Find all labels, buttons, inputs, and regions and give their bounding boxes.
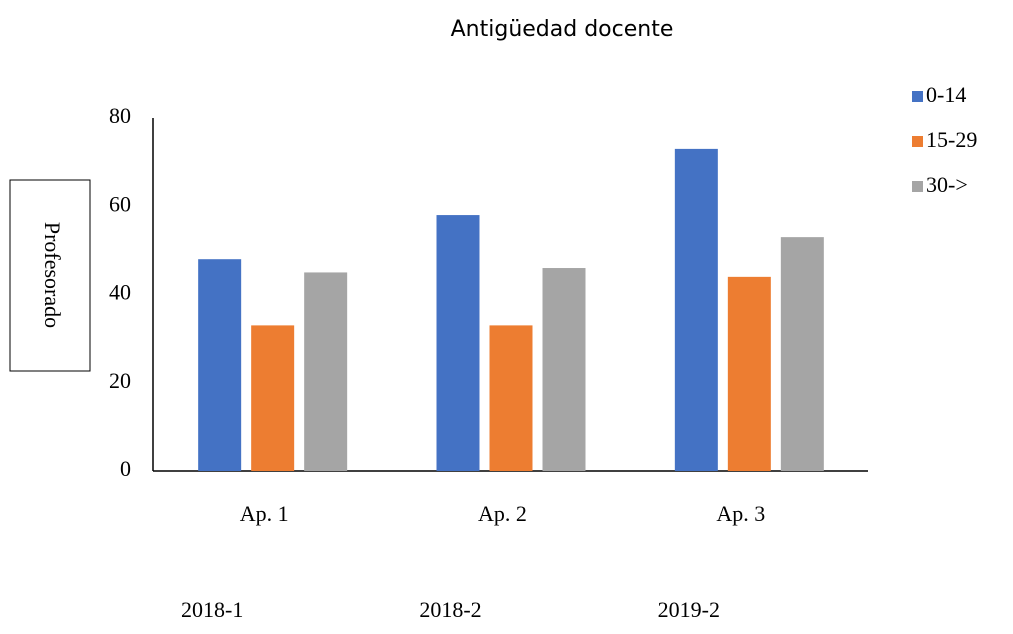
bar <box>251 325 295 471</box>
legend-swatch <box>912 136 923 147</box>
y-tick-label: 60 <box>109 191 131 216</box>
y-tick-label: 0 <box>120 456 131 481</box>
legend-label: 15-29 <box>926 127 977 152</box>
x-tick-label: Ap. 2 <box>478 501 527 526</box>
legend-label: 0-14 <box>926 82 966 107</box>
bar <box>674 148 718 471</box>
bar <box>780 237 824 471</box>
legend-label: 30-> <box>926 172 968 197</box>
y-tick-label: 80 <box>109 103 131 128</box>
y-label-box <box>9 179 91 372</box>
bar <box>489 325 533 471</box>
bar <box>436 215 480 471</box>
legend-swatch <box>912 91 923 102</box>
legend-swatch <box>912 181 923 192</box>
bar <box>198 259 242 471</box>
period-label: 2018-2 <box>419 597 481 622</box>
bar <box>727 276 771 471</box>
x-tick-label: Ap. 3 <box>716 501 765 526</box>
period-label: 2019-2 <box>658 597 720 622</box>
chart-title: Antigüedad docente <box>451 17 674 42</box>
period-label: 2018-1 <box>181 597 243 622</box>
bar <box>542 268 586 471</box>
bar <box>304 272 348 471</box>
y-tick-label: 20 <box>109 368 131 393</box>
x-tick-label: Ap. 1 <box>240 501 289 526</box>
y-tick-label: 40 <box>109 280 131 305</box>
y-axis-label: Profesorado <box>40 222 65 328</box>
